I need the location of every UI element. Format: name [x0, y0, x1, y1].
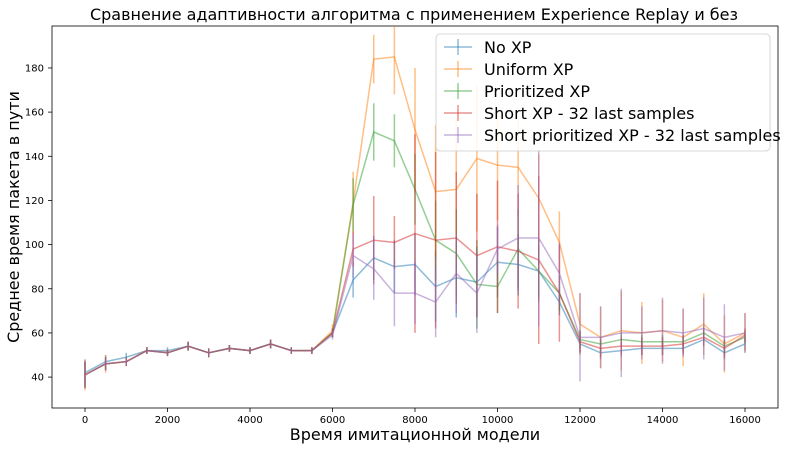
legend-box	[435, 33, 771, 152]
y-axis: 40 60 80 100 120 140 160 180	[25, 63, 52, 384]
y-tick-label: 80	[31, 284, 44, 295]
legend-label: No XP	[484, 38, 532, 57]
y-tick-label: 180	[25, 63, 44, 74]
legend-label: Prioritized XP	[484, 82, 590, 101]
x-axis-title: Время имитационной модели	[290, 425, 540, 444]
chart-title: Сравнение адаптивности алгоритма с приме…	[90, 5, 738, 24]
y-axis-title: Среднее время пакета в пути	[4, 91, 23, 343]
y-tick-label: 160	[25, 108, 44, 119]
x-axis: 0 2000 4000 6000 8000 10000 12000 14000 16000	[82, 408, 761, 426]
x-tick-label: 2000	[155, 415, 180, 426]
x-tick-label: 10000	[482, 415, 514, 426]
y-tick-label: 140	[25, 152, 44, 163]
x-tick-label: 12000	[564, 415, 596, 426]
y-tick-label: 60	[31, 328, 44, 339]
y-tick-label: 40	[31, 373, 44, 384]
x-tick-label: 16000	[729, 415, 761, 426]
series-group	[84, 149, 746, 389]
x-tick-label: 4000	[237, 415, 262, 426]
series-line	[84, 237, 746, 376]
y-tick-label: 100	[25, 240, 44, 251]
plot-series-layer	[84, 26, 746, 391]
x-tick-label: 8000	[402, 415, 427, 426]
x-tick-label: 0	[82, 415, 88, 426]
legend: No XP Uniform XP Prioritized XP Short XP - …	[435, 33, 781, 152]
legend-label: Short prioritized XP - 32 last samples	[484, 126, 781, 145]
series-group	[84, 134, 746, 389]
y-tick-label: 120	[25, 196, 44, 207]
x-tick-label: 6000	[320, 415, 345, 426]
x-tick-label: 14000	[647, 415, 679, 426]
legend-label: Short XP - 32 last samples	[484, 104, 694, 123]
legend-label: Uniform XP	[484, 60, 574, 79]
